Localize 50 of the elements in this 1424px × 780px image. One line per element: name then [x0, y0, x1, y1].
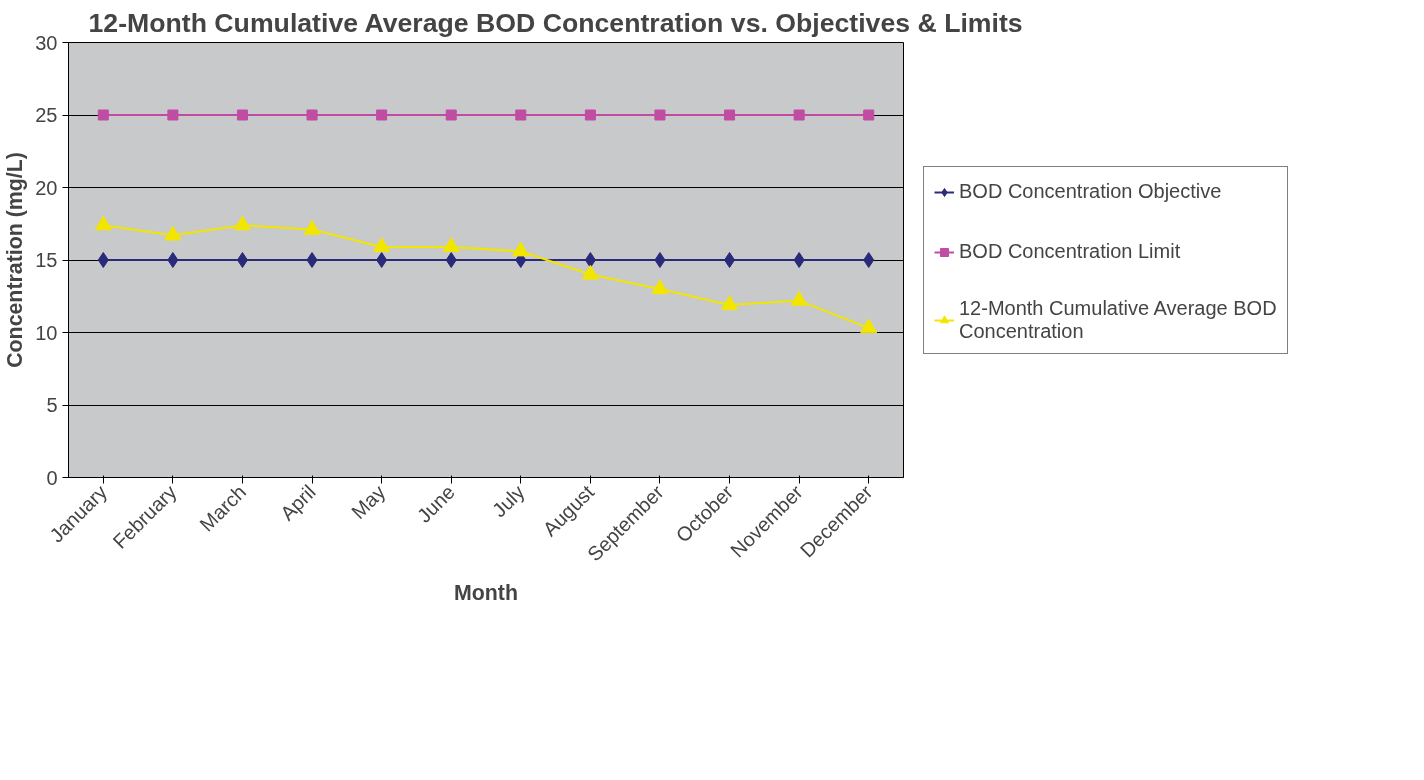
- point: [793, 252, 805, 268]
- point: [445, 252, 457, 268]
- point: [236, 252, 248, 268]
- point: [306, 109, 318, 121]
- y-tick-label: 5: [46, 394, 58, 416]
- point: [94, 215, 112, 231]
- legend-label: BOD Concentration Objective: [959, 179, 1222, 204]
- y-axis-title: Concentration (mg/L): [3, 152, 28, 368]
- y-tick-label: 15: [35, 249, 58, 271]
- point: [515, 109, 527, 121]
- x-axis-title: Month: [454, 581, 518, 606]
- x-tick-label: May: [347, 480, 390, 523]
- point: [863, 252, 875, 268]
- y-tick-label: 30: [35, 31, 58, 54]
- point: [442, 237, 460, 253]
- point: [303, 219, 321, 235]
- point: [724, 109, 736, 121]
- point: [236, 109, 248, 121]
- y-tick-label: 0: [46, 466, 58, 489]
- point: [651, 279, 669, 295]
- point: [721, 295, 739, 311]
- y-tick-label: 20: [35, 176, 58, 199]
- point: [373, 237, 391, 253]
- legend-label: BOD Concentration Limit: [959, 239, 1181, 264]
- point: [376, 109, 388, 121]
- point: [445, 109, 457, 121]
- point: [167, 109, 179, 121]
- point: [860, 318, 878, 334]
- point: [233, 215, 251, 231]
- point: [97, 252, 109, 268]
- point: [97, 109, 109, 121]
- point: [164, 225, 182, 241]
- point: [584, 252, 596, 268]
- y-tick-label: 10: [35, 321, 58, 344]
- point: [863, 109, 875, 121]
- point: [724, 252, 736, 268]
- point: [167, 252, 179, 268]
- point: [654, 109, 666, 121]
- point: [306, 252, 318, 268]
- point: [790, 290, 808, 306]
- y-tick-label: 25: [35, 104, 58, 126]
- point: [376, 252, 388, 268]
- legend-label: 12-Month Cumulative Average BOD Concentration: [959, 296, 1277, 343]
- point: [654, 252, 666, 268]
- chart-title: 12-Month Cumulative Average BOD Concentration vs. Objectives & Limits: [88, 7, 1023, 38]
- point: [512, 241, 530, 257]
- point: [584, 109, 596, 121]
- point: [581, 264, 599, 280]
- x-tick-label: July: [487, 480, 529, 522]
- point: [793, 109, 805, 121]
